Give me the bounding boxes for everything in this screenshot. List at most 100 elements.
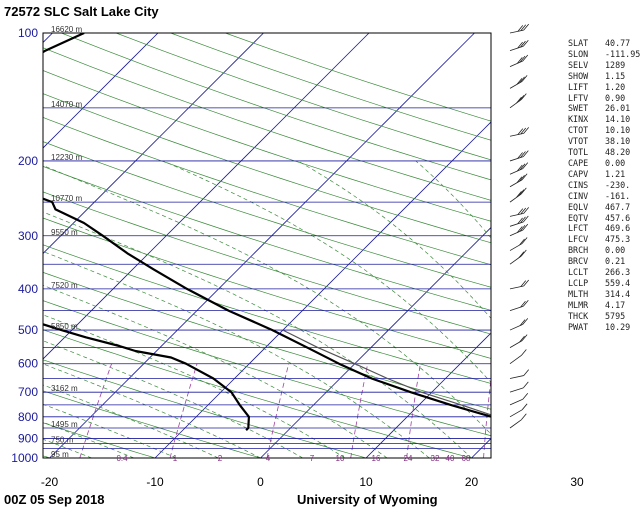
index-key: CAPV bbox=[568, 168, 589, 179]
index-key: LCLT bbox=[568, 267, 589, 278]
temperature-tick-label: -20 bbox=[41, 475, 59, 489]
dry-adiabat-line bbox=[43, 47, 491, 201]
temperature-tick-label: 30 bbox=[570, 475, 584, 489]
index-row: VTOT 38.10 bbox=[568, 136, 640, 147]
wind-barb bbox=[509, 369, 530, 379]
moist-adiabat-line bbox=[43, 438, 92, 458]
index-key: LFTV bbox=[568, 92, 589, 103]
wind-barb bbox=[509, 381, 529, 393]
index-value: 475.3 bbox=[605, 234, 631, 245]
index-key: SELV bbox=[568, 59, 589, 70]
dry-adiabat-line bbox=[115, 33, 491, 161]
wind-barb bbox=[509, 127, 530, 137]
index-row: EQTV 457.6 bbox=[568, 213, 640, 224]
dry-adiabat-line bbox=[43, 217, 491, 359]
wind-barb bbox=[509, 279, 530, 290]
index-value: 314.4 bbox=[605, 288, 631, 299]
index-key: EQTV bbox=[568, 212, 589, 223]
isotherm-line bbox=[43, 33, 264, 255]
height-label: 10770 m bbox=[51, 194, 82, 203]
index-value: 559.4 bbox=[605, 277, 631, 288]
wind-barb bbox=[509, 93, 527, 109]
index-row: CAPV 1.21 bbox=[568, 169, 640, 180]
moist-adiabat-line bbox=[43, 384, 219, 458]
index-key: BRCV bbox=[568, 256, 589, 267]
wind-barb bbox=[509, 403, 528, 418]
index-row: SLON -111.95 bbox=[568, 49, 640, 60]
index-value: 0.00 bbox=[605, 157, 626, 168]
pressure-tick-labels: 100 200 300 400 500 600 700 800 900 1000 bbox=[11, 26, 38, 465]
wind-barb bbox=[509, 40, 529, 51]
moist-adiabat-line bbox=[43, 314, 346, 458]
pressure-tick-label: 600 bbox=[18, 357, 38, 371]
height-label: 95 m bbox=[51, 450, 69, 459]
wind-barb bbox=[509, 318, 529, 331]
index-row: SHOW 1.15 bbox=[568, 71, 640, 82]
index-key: SLAT bbox=[568, 38, 589, 48]
dry-adiabat-line bbox=[43, 166, 491, 311]
index-row: EQLV 467.7 bbox=[568, 202, 640, 213]
wind-barb bbox=[509, 300, 529, 311]
index-row: CTOT 10.10 bbox=[568, 125, 640, 136]
index-row: LFCT 469.6 bbox=[568, 223, 640, 234]
height-label: 3162 m bbox=[51, 384, 78, 393]
mixing-ratio-label: 40 bbox=[446, 454, 455, 463]
index-value: 0.00 bbox=[605, 245, 626, 256]
dry-adiabat-line bbox=[43, 244, 491, 384]
height-label: 1495 m bbox=[51, 420, 78, 429]
index-value: 266.3 bbox=[605, 267, 631, 278]
dry-adiabat-line bbox=[43, 93, 491, 244]
pressure-tick-label: 200 bbox=[18, 154, 38, 168]
moist-adiabat-line bbox=[43, 363, 261, 458]
index-row: BRCH 0.00 bbox=[568, 245, 640, 256]
wind-barb bbox=[509, 223, 529, 237]
wind-barb bbox=[509, 75, 528, 89]
wind-barb bbox=[509, 413, 527, 429]
moist-adiabat-line bbox=[43, 165, 491, 435]
height-label: 12230 m bbox=[51, 153, 82, 162]
pressure-tick-label: 400 bbox=[18, 282, 38, 296]
index-row: CINV -161. bbox=[568, 191, 640, 202]
index-key: EQLV bbox=[568, 201, 589, 212]
index-value: 469.6 bbox=[605, 223, 631, 234]
moist-adiabat-line bbox=[43, 251, 430, 458]
index-row: LIFT 1.20 bbox=[568, 82, 640, 93]
index-value: 467.7 bbox=[605, 201, 631, 212]
pressure-tick-label: 300 bbox=[18, 229, 38, 243]
index-key: THCK bbox=[568, 310, 589, 321]
index-value: -161. bbox=[605, 190, 631, 201]
index-value: 14.10 bbox=[605, 114, 631, 125]
mixing-ratio-line bbox=[603, 364, 605, 458]
index-row: BRCV 0.21 bbox=[568, 256, 640, 267]
mixing-ratio-line bbox=[553, 364, 558, 458]
index-key: LFCT bbox=[568, 223, 589, 234]
pressure-tick-label: 1000 bbox=[11, 451, 38, 465]
wind-barb bbox=[509, 207, 530, 217]
isotherm-line bbox=[43, 33, 370, 360]
height-label: 9550 m bbox=[51, 228, 78, 237]
temperature-tick-label: -10 bbox=[146, 475, 164, 489]
wind-barb bbox=[509, 162, 529, 175]
index-key: MLTH bbox=[568, 288, 589, 299]
index-row: LCLP 559.4 bbox=[568, 278, 640, 289]
index-value: 10.29 bbox=[605, 321, 631, 332]
isotherm-line bbox=[365, 332, 491, 458]
index-key: CINV bbox=[568, 190, 589, 201]
wind-barb bbox=[509, 150, 529, 162]
index-row: MLMR 4.17 bbox=[568, 300, 640, 311]
index-value: 5795 bbox=[605, 310, 626, 321]
dry-adiabat-line bbox=[43, 300, 491, 437]
index-row: TOTL 48.20 bbox=[568, 147, 640, 158]
pressure-tick-label: 500 bbox=[18, 323, 38, 337]
pressure-tick-label: 800 bbox=[18, 410, 38, 424]
index-value: -230. bbox=[605, 179, 631, 190]
index-key: VTOT bbox=[568, 136, 589, 147]
moist-adiabat-line bbox=[162, 160, 491, 383]
mixing-ratio-label: 2 bbox=[218, 454, 223, 463]
dry-adiabat-line bbox=[43, 141, 491, 288]
index-value: 40.77 bbox=[605, 38, 631, 48]
height-labels: 16620 m 14070 m 12230 m 10770 m 9550 m 7520 m… bbox=[51, 25, 82, 459]
index-key: CAPE bbox=[568, 157, 589, 168]
dry-adiabat-line bbox=[43, 271, 491, 410]
